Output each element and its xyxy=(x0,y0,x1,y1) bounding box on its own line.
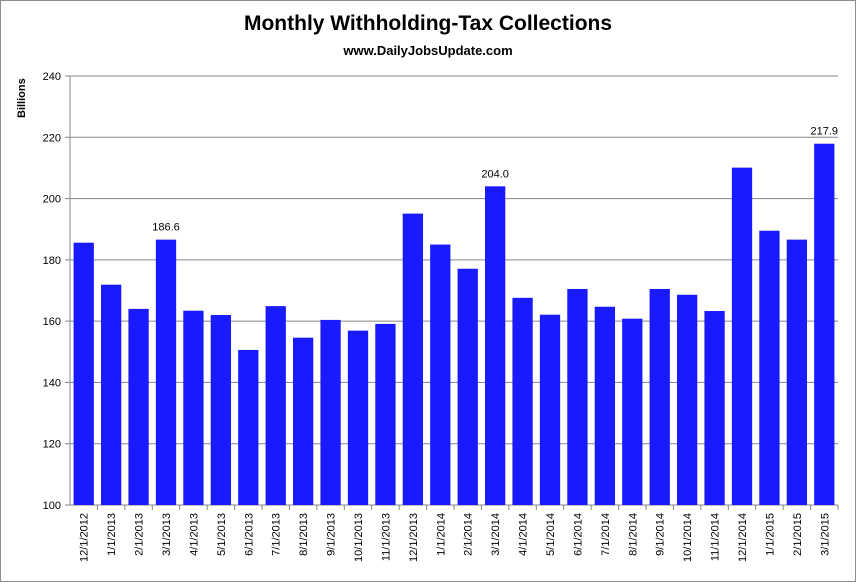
y-tick-label: 200 xyxy=(43,194,61,206)
bar xyxy=(320,319,341,505)
x-tick-label: 11/1/2014 xyxy=(710,513,722,561)
y-tick-label: 100 xyxy=(43,500,61,512)
bar xyxy=(183,310,204,505)
x-tick-label: 6/1/2013 xyxy=(243,513,255,556)
x-tick-label: 12/1/2014 xyxy=(737,513,749,562)
x-tick-label: 6/1/2014 xyxy=(572,513,584,556)
bar xyxy=(128,308,149,505)
bar xyxy=(100,284,122,505)
x-tick-label: 1/1/2015 xyxy=(764,513,776,556)
x-tick-label: 12/1/2013 xyxy=(408,513,420,562)
bar xyxy=(402,213,424,505)
x-tick-label: 8/1/2014 xyxy=(627,513,639,556)
bar xyxy=(292,337,314,505)
x-tick-label: 11/1/2013 xyxy=(380,513,392,561)
y-tick-label: 160 xyxy=(43,316,61,328)
x-tick-label: 10/1/2014 xyxy=(682,513,694,562)
bar xyxy=(567,288,588,505)
bar xyxy=(484,186,506,506)
y-tick-label: 240 xyxy=(43,71,61,83)
x-tick-label: 8/1/2013 xyxy=(298,513,310,556)
bar xyxy=(73,242,94,505)
bar xyxy=(210,315,232,505)
data-label: 204.0 xyxy=(481,168,509,180)
x-tick-label: 9/1/2014 xyxy=(655,513,667,556)
x-tick-label: 2/1/2013 xyxy=(134,513,146,556)
x-tick-label: 2/1/2015 xyxy=(792,513,804,556)
x-tick-label: 7/1/2013 xyxy=(271,513,283,556)
x-tick-label: 3/1/2014 xyxy=(490,513,502,556)
x-tick-label: 3/1/2015 xyxy=(819,513,831,556)
bar xyxy=(539,314,561,505)
y-tick-label: 140 xyxy=(43,377,61,389)
bar xyxy=(676,294,698,505)
bar xyxy=(457,268,478,505)
x-tick-label: 4/1/2013 xyxy=(188,513,200,556)
bar xyxy=(759,230,780,505)
x-tick-label: 12/1/2012 xyxy=(79,513,91,562)
bar xyxy=(704,311,725,505)
bar xyxy=(786,239,808,505)
x-tick-label: 5/1/2014 xyxy=(545,513,557,556)
y-tick-label: 120 xyxy=(43,439,61,451)
data-label: 217.9 xyxy=(811,126,839,138)
bar xyxy=(594,306,616,505)
bar xyxy=(155,239,177,505)
bar xyxy=(238,349,259,505)
chart-subtitle: www.DailyJobsUpdate.com xyxy=(343,43,513,58)
x-tick-label: 4/1/2014 xyxy=(518,513,530,556)
x-tick-label: 7/1/2014 xyxy=(600,513,612,556)
bar xyxy=(512,297,533,505)
y-tick-label: 220 xyxy=(43,132,61,144)
bar xyxy=(814,143,835,506)
x-tick-label: 2/1/2014 xyxy=(463,513,475,556)
bar xyxy=(649,288,670,505)
x-tick-label: 1/1/2013 xyxy=(106,513,118,556)
x-tick-label: 10/1/2013 xyxy=(353,513,365,562)
x-tick-label: 5/1/2013 xyxy=(216,513,228,556)
x-tick-label: 9/1/2013 xyxy=(326,513,338,556)
bar xyxy=(622,318,643,505)
bar xyxy=(375,323,396,505)
bar xyxy=(430,244,451,506)
x-tick-label: 1/1/2014 xyxy=(435,513,447,556)
bar xyxy=(347,330,369,505)
data-label: 186.6 xyxy=(152,222,180,234)
bar xyxy=(265,306,286,505)
bar xyxy=(731,167,753,506)
chart-title: Monthly Withholding-Tax Collections xyxy=(243,12,613,35)
y-tick-label: 180 xyxy=(43,255,61,267)
x-tick-label: 3/1/2013 xyxy=(161,513,173,556)
